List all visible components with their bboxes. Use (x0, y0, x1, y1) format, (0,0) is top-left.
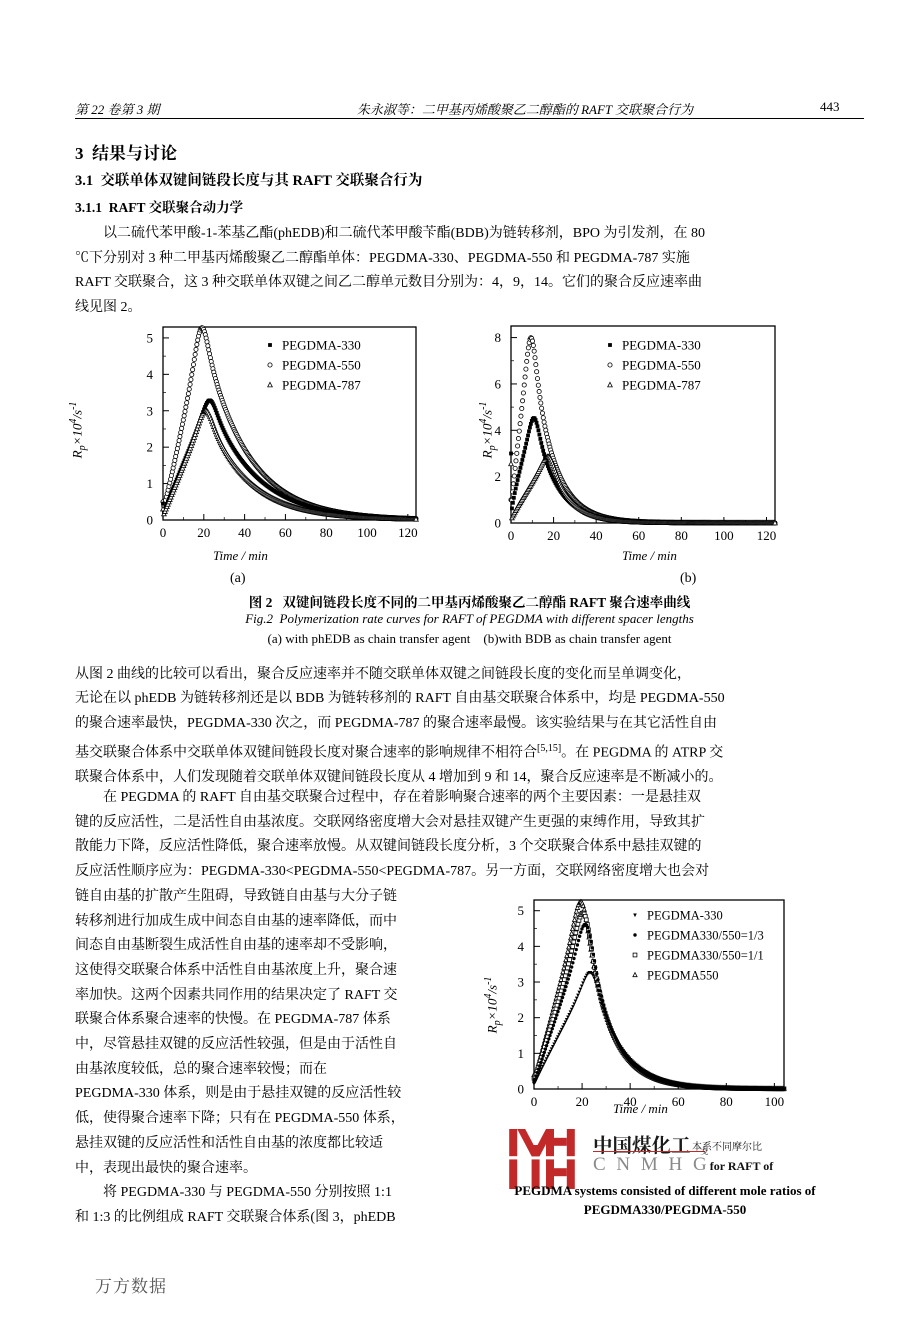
svg-text:100: 100 (765, 1094, 785, 1109)
svg-text:PEGDMA-330: PEGDMA-330 (282, 338, 361, 353)
svg-text:0: 0 (508, 528, 515, 543)
svg-text:2: 2 (518, 1010, 525, 1025)
svg-text:20: 20 (576, 1094, 589, 1109)
svg-text:PEGDMA330/550=1/3: PEGDMA330/550=1/3 (647, 929, 764, 943)
svg-text:100: 100 (714, 528, 734, 543)
svg-text:3: 3 (518, 975, 525, 990)
svg-text:60: 60 (632, 528, 645, 543)
svg-text:120: 120 (398, 525, 418, 540)
svg-text:80: 80 (320, 525, 333, 540)
svg-text:0: 0 (147, 513, 154, 528)
svg-text:20: 20 (197, 525, 210, 540)
svg-text:PEGDMA-787: PEGDMA-787 (622, 378, 701, 393)
svg-text:0: 0 (495, 516, 502, 531)
svg-text:8: 8 (495, 330, 502, 345)
svg-text:PEGDMA-550: PEGDMA-550 (622, 358, 701, 373)
svg-text:80: 80 (720, 1094, 733, 1109)
svg-text:1: 1 (518, 1046, 525, 1061)
svg-text:5: 5 (147, 330, 154, 345)
svg-text:0: 0 (531, 1094, 538, 1109)
svg-text:PEGDMA-330: PEGDMA-330 (647, 909, 723, 923)
svg-text:PEGDMA550: PEGDMA550 (647, 969, 719, 983)
svg-text:1: 1 (147, 476, 154, 491)
svg-text:2: 2 (147, 440, 154, 455)
svg-text:3: 3 (147, 403, 154, 418)
svg-text:40: 40 (238, 525, 251, 540)
svg-text:PEGDMA-787: PEGDMA-787 (282, 378, 361, 393)
svg-text:60: 60 (279, 525, 292, 540)
svg-text:PEGDMA-550: PEGDMA-550 (282, 358, 361, 373)
svg-text:PEGDMA-330: PEGDMA-330 (622, 338, 701, 353)
svg-text:60: 60 (672, 1094, 685, 1109)
svg-text:4: 4 (147, 367, 154, 382)
svg-text:4: 4 (518, 939, 525, 954)
svg-text:5: 5 (518, 903, 525, 918)
svg-text:0: 0 (518, 1082, 525, 1097)
svg-text:20: 20 (547, 528, 560, 543)
svg-text:0: 0 (160, 525, 167, 540)
svg-text:120: 120 (757, 528, 777, 543)
svg-text:80: 80 (675, 528, 688, 543)
svg-text:PEGDMA330/550=1/1: PEGDMA330/550=1/1 (647, 949, 764, 963)
svg-text:100: 100 (357, 525, 377, 540)
svg-text:40: 40 (590, 528, 603, 543)
